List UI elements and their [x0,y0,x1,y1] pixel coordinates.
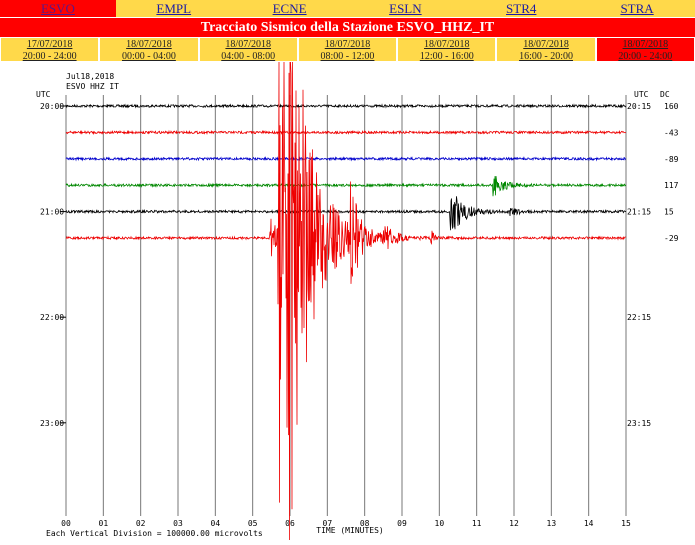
right-label: UTC [634,90,649,99]
time-label: 22:00 [40,313,64,322]
period-tab[interactable]: 18/07/2018 00:00 - 04:00 [99,37,199,62]
period-date: 18/07/2018 [423,39,470,50]
station-tab[interactable]: STRA [579,0,695,17]
time-label: 23:00 [40,419,64,428]
period-time: 04:00 - 08:00 [221,51,276,62]
dc-value: 160 [664,102,679,111]
minute-label: 14 [584,519,594,528]
x-label: TIME (MINUTES) [316,526,383,535]
minute-label: 09 [397,519,407,528]
minute-label: 08 [360,519,370,528]
minute-label: 04 [211,519,221,528]
station-tab[interactable]: ESLN [347,0,464,17]
dc-value: -29 [664,234,679,243]
minute-label: 10 [435,519,445,528]
minute-label: 01 [99,519,109,528]
station-tab[interactable]: STR4 [463,0,580,17]
dc-label: DC [660,90,670,99]
station-tab[interactable]: ECNE [231,0,348,17]
period-date: 18/07/2018 [523,39,569,50]
station-tab[interactable]: ESVO [0,0,116,17]
period-tab[interactable]: 18/07/2018 12:00 - 16:00 [397,37,497,62]
minute-label: 06 [285,519,295,528]
period-tab[interactable]: 18/07/2018 16:00 - 20:00 [496,37,596,62]
period-tabs: 17/07/2018 20:00 - 24:00 18/07/2018 00:00 -… [0,37,695,62]
period-date: 17/07/2018 [26,39,73,50]
time-label: 20:00 [40,102,64,111]
time-label: 23:15 [627,419,651,428]
minute-label: 00 [61,519,71,528]
minute-label: 03 [173,519,183,528]
minute-label: 05 [248,519,258,528]
dc-value: 117 [664,181,679,190]
period-time: 08:00 - 12:00 [320,51,375,62]
plot-header: ESVO HHZ IT [66,82,119,91]
trace [65,129,627,136]
period-time: 20:00 - 24:00 [22,51,77,62]
plot-header: Jul18,2018 [66,72,114,81]
page-title: Tracciato Sismico della Stazione ESVO_HH… [0,17,695,37]
period-time: 00:00 - 04:00 [121,51,176,62]
period-date: 18/07/2018 [126,39,172,50]
time-label: 21:00 [40,208,64,217]
period-tab[interactable]: 17/07/2018 20:00 - 24:00 [0,37,100,62]
period-time: 16:00 - 20:00 [519,51,573,62]
trace [65,176,626,197]
period-date: 18/07/2018 [225,39,271,50]
period-time: 12:00 - 16:00 [419,51,474,62]
period-date: 18/07/2018 [324,39,371,50]
minute-label: 12 [509,519,519,528]
minute-label: 11 [472,519,482,528]
period-date: 18/07/2018 [622,39,669,50]
period-tab[interactable]: 18/07/2018 04:00 - 08:00 [198,37,298,62]
period-time: 20:00 - 24:00 [618,51,673,62]
station-tab[interactable]: EMPL [115,0,232,17]
period-tab[interactable]: 18/07/2018 08:00 - 12:00 [297,37,398,62]
minute-label: 13 [547,519,557,528]
time-label: 21:15 [627,208,651,217]
left-label: UTC [36,90,51,99]
period-tab[interactable]: 18/07/2018 20:00 - 24:00 [595,37,695,62]
dc-value: 15 [664,208,674,217]
trace [65,156,627,162]
minute-label: 02 [136,519,146,528]
minute-label: 15 [621,519,631,528]
dc-value: -43 [664,128,679,137]
minute-label: 07 [323,519,333,528]
dc-value: -89 [664,155,679,164]
trace [65,196,627,231]
time-label: 20:15 [627,102,651,111]
trace [65,61,627,541]
time-label: 22:15 [627,313,651,322]
station-tabs: ESVO EMPL ECNE ESLN STR4 STRA [0,0,695,17]
footnote: Each Vertical Division = 100000.00 micro… [46,529,263,538]
trace [65,103,627,109]
